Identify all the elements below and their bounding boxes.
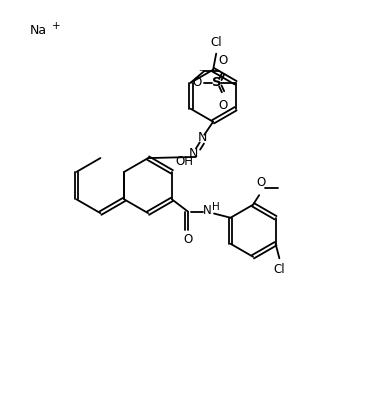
Text: Cl: Cl — [274, 263, 285, 276]
Text: S: S — [212, 76, 221, 89]
Text: Na: Na — [29, 24, 47, 37]
Text: N: N — [203, 204, 211, 217]
Text: $^{-}$: $^{-}$ — [198, 68, 206, 78]
Text: H: H — [213, 202, 220, 212]
Text: OH: OH — [175, 155, 193, 168]
Text: N: N — [198, 131, 207, 144]
Text: O: O — [219, 54, 228, 67]
Text: O: O — [257, 176, 266, 189]
Text: +: + — [52, 21, 61, 31]
Text: O: O — [219, 99, 228, 112]
Text: O: O — [193, 76, 202, 89]
Text: O: O — [184, 233, 192, 246]
Text: Cl: Cl — [210, 36, 222, 49]
Text: N: N — [189, 146, 198, 160]
